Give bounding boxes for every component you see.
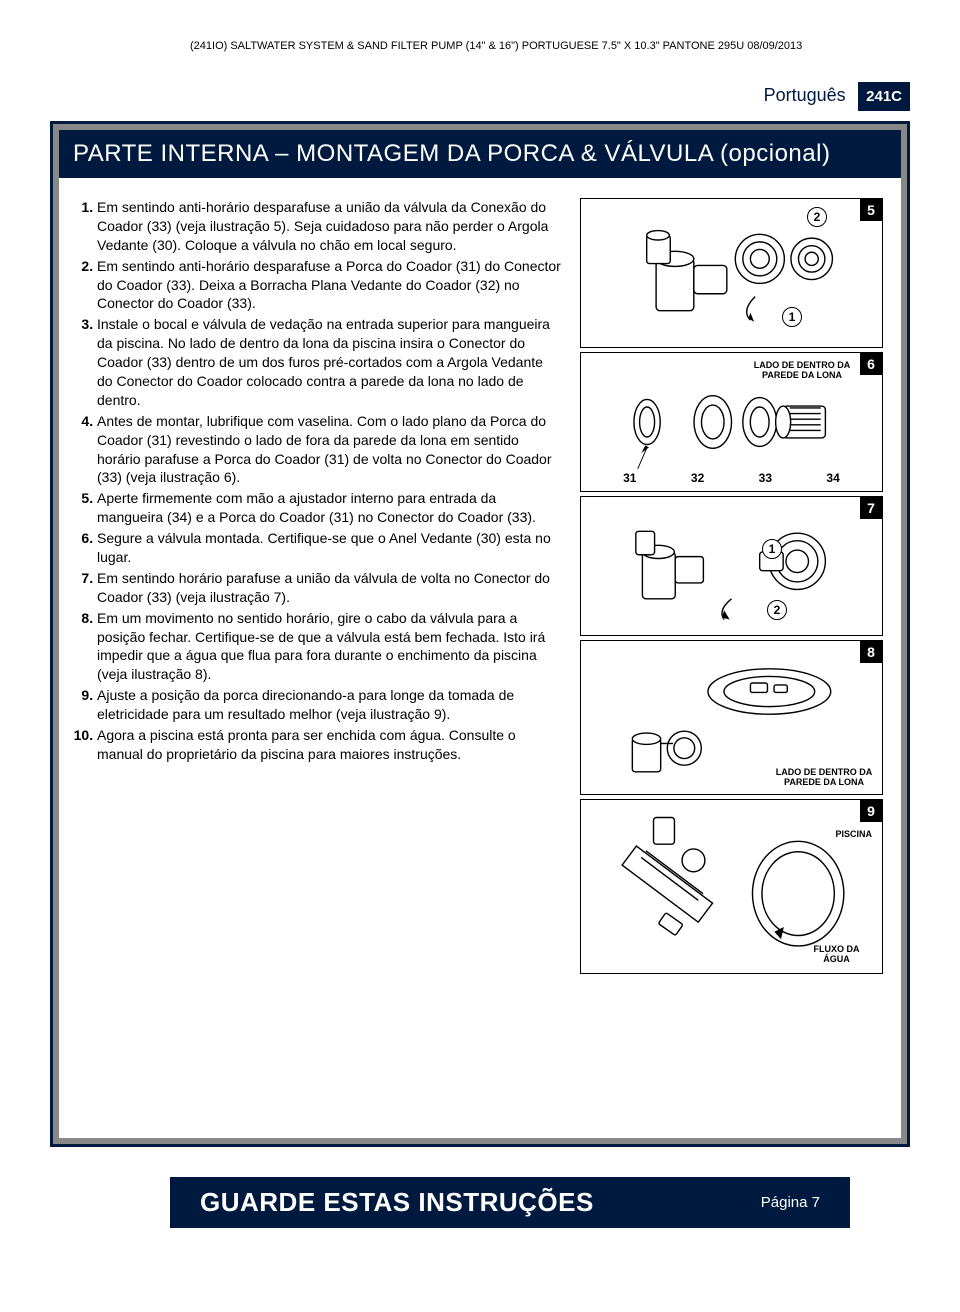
- figure-9-number: 9: [860, 800, 882, 822]
- step-10: Agora a piscina está pronta para ser enc…: [97, 726, 562, 764]
- step-7: Em sentindo horário parafuse a união da …: [97, 569, 562, 607]
- figure-6-number: 6: [860, 353, 882, 375]
- figure-7-callout-1: 1: [762, 539, 782, 559]
- step-6: Segure a válvula montada. Certifique-se …: [97, 529, 562, 567]
- page: (241IO) SALTWATER SYSTEM & SAND FILTER P…: [0, 0, 960, 1312]
- page-footer: GUARDE ESTAS INSTRUÇÕES Página 7: [170, 1177, 850, 1228]
- figure-9-diagram: [589, 808, 874, 965]
- figure-5-callout-2: 2: [807, 207, 827, 227]
- figure-8: 8 LADO: [580, 640, 883, 795]
- step-5: Aperte firmemente com mão a ajustador in…: [97, 489, 562, 527]
- step-4: Antes de montar, lubrifique com vaselina…: [97, 412, 562, 488]
- main-frame: PARTE INTERNA – MONTAGEM DA PORCA & VÁLV…: [50, 121, 910, 1147]
- part-34: 34: [826, 471, 839, 485]
- figure-5-number: 5: [860, 199, 882, 221]
- figure-8-number: 8: [860, 641, 882, 663]
- figure-7: 7: [580, 496, 883, 636]
- figure-9: 9 PISCINA: [580, 799, 883, 974]
- step-1: Em sentindo anti-horário desparafuse a u…: [97, 198, 562, 255]
- content-area: Em sentindo anti-horário desparafuse a u…: [59, 178, 901, 1138]
- figure-8-diagram: [589, 649, 874, 786]
- part-33: 33: [759, 471, 772, 485]
- print-spec-line: (241IO) SALTWATER SYSTEM & SAND FILTER P…: [190, 40, 910, 52]
- part-31: 31: [623, 471, 636, 485]
- figure-7-number: 7: [860, 497, 882, 519]
- figure-5-diagram: [589, 207, 874, 339]
- part-32: 32: [691, 471, 704, 485]
- figure-9-pool-label: PISCINA: [835, 830, 872, 840]
- doc-code-badge: 241C: [858, 82, 910, 111]
- language-label: Português: [764, 85, 846, 105]
- figure-7-callout-2: 2: [767, 600, 787, 620]
- section-title: PARTE INTERNA – MONTAGEM DA PORCA & VÁLV…: [59, 130, 901, 178]
- language-row: Português 241C: [50, 82, 910, 111]
- figure-5: 5: [580, 198, 883, 348]
- steps-list: Em sentindo anti-horário desparafuse a u…: [77, 198, 562, 764]
- step-8: Em um movimento no sentido horário, gire…: [97, 609, 562, 685]
- figure-5-callout-1: 1: [782, 307, 802, 327]
- figure-8-label: LADO DE DENTRO DA PAREDE DA LONA: [774, 768, 874, 788]
- figures-column: 5: [580, 198, 883, 1098]
- step-3: Instale o bocal e válvula de vedação na …: [97, 315, 562, 409]
- step-2: Em sentindo anti-horário desparafuse a P…: [97, 257, 562, 314]
- footer-page-number: Página 7: [761, 1194, 820, 1211]
- step-9: Ajuste a posição da porca direcionando-a…: [97, 686, 562, 724]
- figure-6: 6 LADO DE DENTRO DA PAREDE DA LONA: [580, 352, 883, 492]
- figure-9-flow-label: FLUXO DA ÁGUA: [809, 945, 864, 965]
- figure-7-diagram: [589, 505, 874, 627]
- footer-instruction: GUARDE ESTAS INSTRUÇÕES: [200, 1187, 594, 1218]
- instructions-column: Em sentindo anti-horário desparafuse a u…: [77, 198, 562, 1098]
- figure-6-label: LADO DE DENTRO DA PAREDE DA LONA: [752, 361, 852, 381]
